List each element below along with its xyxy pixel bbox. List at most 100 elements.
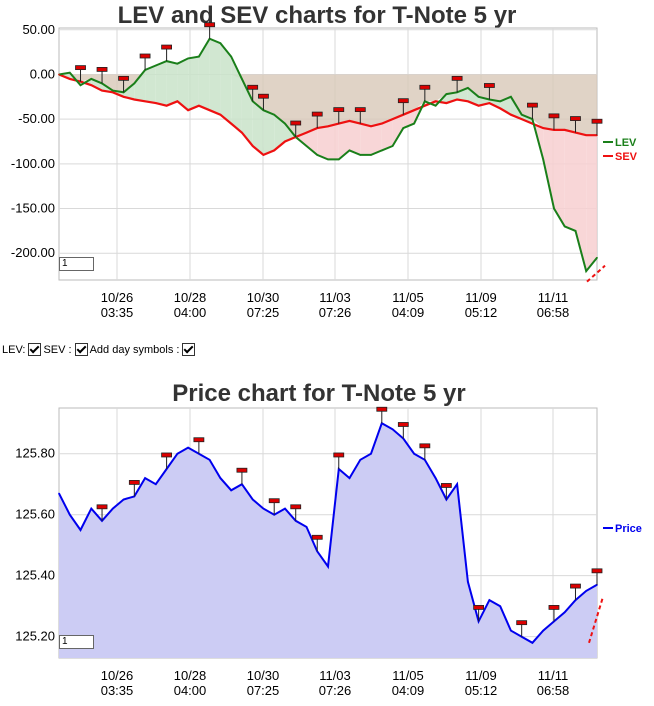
lev-sev-band <box>145 65 156 104</box>
lev-point <box>230 55 232 58</box>
day-marker <box>290 120 302 126</box>
lev-point <box>510 96 512 98</box>
price-zoom-input[interactable]: 1 <box>59 635 94 649</box>
sev-point <box>456 98 458 101</box>
price-chart: 125.80125.60125.40125.2010/2603:3510/280… <box>15 406 642 698</box>
sev-point <box>176 100 179 103</box>
lev-point <box>553 207 555 210</box>
lev-point <box>337 158 340 161</box>
sev-point <box>542 127 544 129</box>
price-point <box>542 629 544 632</box>
legend-lev-label: LEV <box>615 137 637 149</box>
sev-point <box>563 129 566 131</box>
day-marker <box>75 65 86 71</box>
trend-line <box>588 596 604 644</box>
lev-point <box>241 78 243 80</box>
lev-point <box>434 104 437 107</box>
lev-sev-band <box>155 61 167 106</box>
lev-sev-band <box>188 56 199 111</box>
sev-checkbox[interactable] <box>74 343 88 356</box>
sev-point <box>467 100 469 103</box>
lev-sev-band <box>349 120 361 155</box>
price-point <box>510 629 512 632</box>
lev-sev-chart-title: LEV and SEV charts for T-Note 5 yr <box>117 2 517 29</box>
sev-point <box>488 102 491 104</box>
lev-point <box>79 84 82 86</box>
x-tick-time-label: 04:09 <box>392 305 425 320</box>
x-tick-date-label: 10/26 <box>101 668 134 683</box>
day-marker <box>290 504 302 510</box>
lev-label: LEV: <box>2 343 26 356</box>
day-marker <box>570 583 581 589</box>
price-point <box>251 498 254 501</box>
y-tick-label: -100.00 <box>11 156 55 171</box>
sev-point <box>112 91 114 94</box>
legend-price-label: Price <box>615 523 642 535</box>
day-symbols-checkbox[interactable] <box>182 343 196 356</box>
price-point <box>144 477 146 479</box>
lev-point <box>563 225 566 228</box>
sev-point <box>424 104 426 107</box>
lev-sev-band <box>166 61 178 106</box>
lev-point <box>68 71 71 74</box>
lev-sev-band <box>209 38 221 115</box>
x-tick-date-label: 10/28 <box>174 668 207 683</box>
lev-point <box>596 256 598 259</box>
x-tick-date-label: 10/28 <box>174 290 207 305</box>
lev-sev-band <box>252 101 264 155</box>
day-marker <box>311 111 323 117</box>
lev-point <box>359 154 362 156</box>
price-point <box>112 507 114 510</box>
lev-checkbox[interactable] <box>28 343 42 356</box>
price-point <box>348 477 351 479</box>
day-marker <box>419 84 431 90</box>
y-tick-label: -150.00 <box>11 201 55 216</box>
day-marker <box>451 75 463 81</box>
day-symbols-label: Add day symbols : <box>89 343 180 356</box>
chart-controls: LEV: SEV : Add day symbols : <box>2 343 197 356</box>
x-tick-time-label: 07:25 <box>247 305 280 320</box>
lev-point <box>467 87 469 89</box>
day-marker <box>570 116 581 121</box>
lev-sev-band <box>381 119 393 151</box>
sev-point <box>122 96 125 98</box>
lev-sev-band <box>177 58 189 111</box>
day-marker <box>516 620 528 626</box>
day-marker <box>591 568 603 574</box>
lev-point <box>348 149 351 152</box>
lev-point <box>381 149 383 152</box>
sev-point <box>262 154 265 156</box>
x-tick-date-label: 11/09 <box>465 290 497 305</box>
sev-point <box>585 134 588 137</box>
lev-sev-band <box>543 128 554 209</box>
y-tick-label: 125.60 <box>15 507 55 522</box>
lev-point <box>198 55 200 58</box>
price-point <box>488 599 491 601</box>
lev-point <box>445 93 448 95</box>
x-tick-time-label: 03:35 <box>101 683 134 698</box>
x-tick-date-label: 11/05 <box>392 668 424 683</box>
lev-zoom-input[interactable]: 1 <box>59 257 94 271</box>
price-point <box>327 565 329 568</box>
day-marker <box>204 22 216 28</box>
lev-point <box>370 154 372 156</box>
day-marker <box>333 452 345 458</box>
x-tick-date-label: 10/26 <box>101 290 134 305</box>
sev-point <box>273 149 276 152</box>
day-marker <box>397 422 409 427</box>
lev-sev-band <box>220 43 232 124</box>
lev-point <box>155 64 157 67</box>
x-tick-date-label: 11/11 <box>538 290 569 305</box>
price-point <box>187 446 189 449</box>
sev-point <box>370 125 372 128</box>
lev-sev-band <box>134 70 146 102</box>
price-point <box>262 507 265 510</box>
sev-point <box>510 113 512 116</box>
y-tick-label: 125.80 <box>15 446 55 461</box>
lev-sev-band <box>575 132 587 272</box>
lev-sev-band <box>360 123 371 155</box>
sev-point <box>198 104 200 107</box>
lev-sev-band <box>317 126 328 160</box>
day-marker <box>96 67 108 72</box>
price-point <box>122 498 125 501</box>
